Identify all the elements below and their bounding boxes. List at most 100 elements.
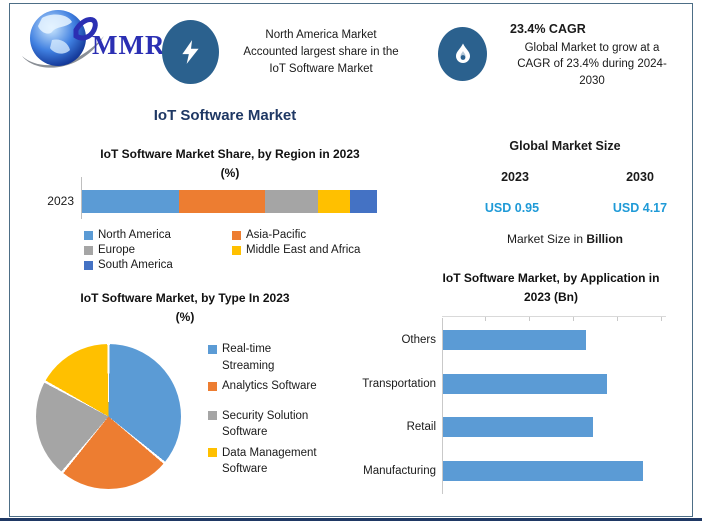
legend-label: Europe xyxy=(98,244,136,256)
type-chart-title-line: (%) xyxy=(175,310,195,324)
application-bar-retail xyxy=(443,417,593,437)
region-year-label: 2023 xyxy=(47,194,74,208)
region-segment-south-america xyxy=(350,190,377,213)
legend-label: Middle East and Africa xyxy=(246,244,361,256)
region-chart-title: IoT Software Market Share, by Region in … xyxy=(70,145,390,183)
region-stacked-bar xyxy=(82,190,377,213)
application-chart-title-line: 2023 (Bn) xyxy=(523,290,579,304)
region-chart-title-line: IoT Software Market Share, by Region in … xyxy=(100,147,360,161)
application-row-retail: Retail xyxy=(340,417,688,437)
application-row-transportation: Transportation xyxy=(340,373,688,394)
application-row-others: Others xyxy=(340,330,688,350)
highlight-badge xyxy=(162,20,219,84)
legend-line: Analytics Software xyxy=(208,378,358,395)
page-title: IoT Software Market xyxy=(153,107,297,124)
logo-continent xyxy=(38,14,72,34)
legend-label: North America xyxy=(98,229,171,241)
legend-item-asia-pacific: Asia-Pacific xyxy=(232,229,396,241)
legend-swatch-icon xyxy=(232,245,241,255)
application-label-manufacturing: Manufacturing xyxy=(363,464,436,477)
note-line: North America Market xyxy=(265,29,377,41)
legend-label: Analytics Software xyxy=(222,380,317,392)
type-chart-title-line: IoT Software Market, by Type In 2023 xyxy=(80,291,290,305)
legend-swatch-icon xyxy=(84,245,93,255)
application-chart-title: IoT Software Market, by Application in 2… xyxy=(415,269,687,307)
legend-label-continued: Software xyxy=(222,463,268,475)
application-chart-title-line: IoT Software Market, by Application in xyxy=(442,271,660,285)
logo-wordmark: MMR xyxy=(92,30,166,60)
market-size-value-2023: USD 0.95 xyxy=(484,201,540,215)
legend-item-europe: Europe xyxy=(84,244,232,256)
lightning-icon xyxy=(181,40,199,64)
legend-label: Data Management xyxy=(222,446,317,459)
note-line: Accounted largest share in the xyxy=(243,46,399,58)
legend-label-continued: Streaming xyxy=(222,359,275,372)
application-label-retail: Retail xyxy=(406,421,436,433)
market-size-note-prefix: Market Size in xyxy=(506,232,587,246)
legend-item-south-america: South America xyxy=(84,259,232,271)
application-chart: Others Transportation Retail Manufacturing xyxy=(340,316,688,496)
legend-item-analytics-software: Analytics Software xyxy=(208,378,358,395)
legend-swatch-icon xyxy=(84,260,93,270)
note-line: IoT Software Market xyxy=(269,63,373,75)
region-segment-middle-east-and-africa xyxy=(317,190,351,213)
cagr-title: 23.4% CAGR xyxy=(510,22,586,36)
legend-swatch-icon xyxy=(84,230,93,240)
market-size-note: Market Size in Billion xyxy=(455,232,675,246)
flame-icon xyxy=(455,43,470,63)
market-size-year-2023: 2023 xyxy=(501,170,529,184)
north-america-note: North America Market Accounted largest s… xyxy=(225,27,417,78)
region-segment-north-america xyxy=(82,190,180,213)
legend-swatch-icon xyxy=(208,411,217,421)
market-size-value-2030: USD 4.17 xyxy=(612,201,668,215)
legend-line: Real-time xyxy=(208,341,358,358)
cagr-badge xyxy=(438,27,487,81)
logo-continent xyxy=(50,39,70,54)
logo-flourish xyxy=(73,17,98,41)
legend-label: South America xyxy=(98,259,173,271)
application-label-others: Others xyxy=(401,334,436,346)
legend-item-north-america: North America xyxy=(84,229,232,241)
legend-swatch-icon xyxy=(232,230,241,240)
cagr-line: 2030 xyxy=(579,74,605,87)
application-label-transportation: Transportation xyxy=(362,377,436,390)
legend-swatch-icon xyxy=(208,448,217,458)
application-category-axis xyxy=(442,318,443,494)
logo-swoosh xyxy=(22,36,104,68)
application-row-manufacturing: Manufacturing xyxy=(340,460,688,481)
legend-item-security-solution-software: Security Solution Software xyxy=(208,408,358,441)
outer-frame xyxy=(9,3,693,517)
mmr-globe-logo-icon xyxy=(22,10,104,68)
legend-label: Asia-Pacific xyxy=(246,229,307,241)
application-bar-transportation xyxy=(443,373,607,394)
legend-line: Security Solution xyxy=(208,408,358,425)
legend-label: Security Solution xyxy=(222,409,309,422)
cagr-line: Global Market to grow at a xyxy=(524,41,660,54)
market-size-title: Global Market Size xyxy=(509,139,621,153)
legend-item-real-time-streaming: Real-time Streaming xyxy=(208,341,358,374)
legend-swatch-icon xyxy=(208,344,217,354)
market-size-year-2030: 2030 xyxy=(626,170,654,184)
legend-line: Data Management xyxy=(208,445,358,462)
application-value-axis-ticks xyxy=(442,316,666,321)
legend-item-data-management-software: Data Management Software xyxy=(208,445,358,478)
legend-swatch-icon xyxy=(208,381,217,391)
legend-item-middle-east-and-africa: Middle East and Africa xyxy=(232,244,396,256)
cagr-line: CAGR of 23.4% during 2024- xyxy=(517,58,667,70)
legend-label-continued: Software xyxy=(222,426,268,438)
application-bar-others xyxy=(443,330,586,350)
type-chart-title: IoT Software Market, by Type In 2023 (%) xyxy=(25,289,345,327)
region-segment-asia-pacific xyxy=(179,190,265,213)
legend-label: Real-time xyxy=(222,343,272,355)
region-chart-title-line: (%) xyxy=(220,166,240,180)
region-category-axis xyxy=(81,177,82,219)
cagr-block: 23.4% CAGR Global Market to grow at a CA… xyxy=(494,21,690,89)
application-bar-manufacturing xyxy=(443,460,643,481)
region-legend: North America Asia-Pacific Europe Middle Ea… xyxy=(84,229,396,271)
type-pie xyxy=(36,344,181,489)
region-segment-europe xyxy=(264,190,318,213)
type-legend: Real-time Streaming Analytics Software Secu… xyxy=(208,341,358,482)
market-size-note-unit: Billion xyxy=(586,232,624,246)
bottom-accent-bar xyxy=(0,518,702,521)
